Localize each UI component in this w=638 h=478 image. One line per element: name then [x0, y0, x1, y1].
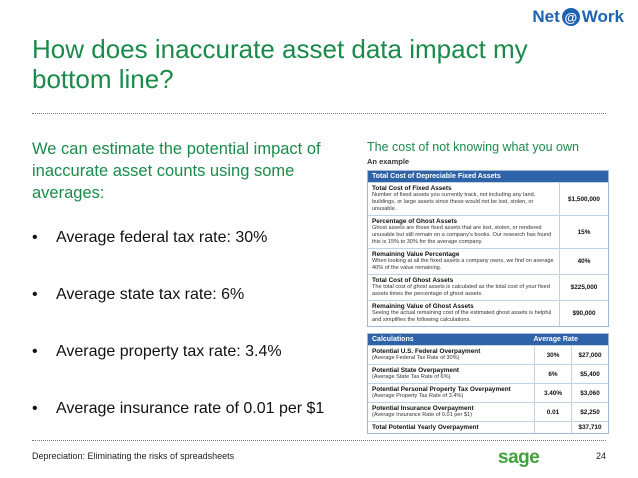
row-text: (Average Federal Tax Rate of 30%) [372, 355, 460, 361]
bullet-text: Average federal tax rate: 30% [56, 229, 268, 246]
row-description: Total Cost of Fixed Assets Number of fixe… [368, 183, 559, 215]
row-value: $3,060 [571, 384, 608, 402]
row-description: Percentage of Ghost Assets Ghost assets a… [368, 216, 559, 248]
panel-subtitle: An example [367, 157, 410, 166]
row-label: Percentage of Ghost Assets [372, 218, 457, 225]
logo-at-icon: @ [561, 8, 580, 26]
fixed-assets-table: Total Cost of Depreciable Fixed Assets T… [367, 170, 609, 327]
row-value: $37,710 [571, 422, 608, 433]
row-label: Total Cost of Fixed Assets [372, 185, 452, 192]
table-row: Potential Insurance Overpayment (Average … [368, 402, 608, 421]
title-divider [32, 113, 606, 114]
table-row: Potential Personal Property Tax Overpaym… [368, 383, 608, 402]
row-rate: 3.40% [534, 384, 571, 402]
row-value: $1,500,000 [559, 183, 608, 215]
logo-text-work: Work [581, 7, 624, 26]
row-description: Potential Insurance Overpayment (Average … [368, 403, 534, 421]
row-label: Total Cost of Ghost Assets [372, 277, 454, 284]
bullet-dot-icon: • [32, 400, 38, 417]
bullet-text: Average insurance rate of 0.01 per $1 [56, 400, 325, 417]
row-value: 40% [559, 249, 608, 274]
table-row: Potential State Overpayment (Average Stat… [368, 364, 608, 383]
row-label: Potential Insurance Overpayment [372, 405, 474, 412]
intro-text: We can estimate the potential impact of … [32, 140, 321, 202]
row-rate [534, 422, 571, 433]
row-label: Potential Personal Property Tax Overpaym… [372, 386, 511, 393]
row-value: $2,250 [571, 403, 608, 421]
logo-text-net: Net [532, 7, 560, 26]
table-row: Total Cost of Ghost Assets The total cost… [368, 274, 608, 300]
row-description: Remaining Value of Ghost Assets Seeing th… [368, 301, 559, 326]
bullet-text: Average property tax rate: 3.4% [56, 343, 282, 360]
row-value: $90,000 [559, 301, 608, 326]
row-text: (Average State Tax Rate of 6%) [372, 374, 451, 380]
table-header-label: Calculations [372, 336, 414, 343]
row-value: $5,400 [571, 365, 608, 383]
bullet-list: • Average federal tax rate: 30% • Average … [32, 228, 362, 456]
row-text: Ghost assets are those fixed assets that… [372, 225, 552, 245]
table-header-rate: Average Rate [533, 336, 579, 343]
row-text: (Average Property Tax Rate of 3.4%) [372, 393, 464, 399]
table-row: Potential U.S. Federal Overpayment (Avera… [368, 345, 608, 364]
row-description: Total Potential Yearly Overpayment [368, 422, 534, 433]
row-text: (Average Insurance Rate of 0.01 per $1) [372, 412, 473, 418]
row-label: Remaining Value Percentage [372, 251, 460, 258]
footer-text: Depreciation: Eliminating the risks of s… [32, 451, 235, 461]
row-label: Potential State Overpayment [372, 367, 460, 374]
row-rate: 30% [534, 346, 571, 364]
table-row: Total Cost of Fixed Assets Number of fixe… [368, 182, 608, 215]
row-description: Total Cost of Ghost Assets The total cost… [368, 275, 559, 300]
row-text: Seeing the actual remaining cost of the … [372, 310, 552, 323]
row-rate: 6% [534, 365, 571, 383]
footer-divider [32, 440, 606, 441]
bullet-text: Average state tax rate: 6% [56, 286, 245, 303]
row-text: When looking at all the fixed assets a c… [372, 258, 554, 271]
panel-title: The cost of not knowing what you own [367, 140, 579, 154]
calculations-table: Calculations Average Rate Potential U.S. … [367, 333, 609, 434]
row-description: Potential State Overpayment (Average Stat… [368, 365, 534, 383]
table-header: Calculations Average Rate [368, 334, 608, 345]
bullet-item: • Average state tax rate: 6% [32, 285, 362, 342]
slide-title: How does inaccurate asset data impact my… [32, 34, 528, 94]
netatwork-logo: Net @ Work [532, 7, 624, 27]
bullet-item: • Average federal tax rate: 30% [32, 228, 362, 285]
row-rate: 0.01 [534, 403, 571, 421]
table-header-label: Total Cost of Depreciable Fixed Assets [372, 173, 501, 180]
bullet-dot-icon: • [32, 229, 38, 246]
table-row: Percentage of Ghost Assets Ghost assets a… [368, 215, 608, 248]
bullet-dot-icon: • [32, 286, 38, 303]
table-row: Remaining Value Percentage When looking a… [368, 248, 608, 274]
row-description: Potential U.S. Federal Overpayment (Avera… [368, 346, 534, 364]
table-row: Remaining Value of Ghost Assets Seeing th… [368, 300, 608, 326]
page-number: 24 [595, 451, 606, 461]
row-label: Potential U.S. Federal Overpayment [372, 348, 481, 355]
table-header: Total Cost of Depreciable Fixed Assets [368, 171, 608, 182]
row-description: Remaining Value Percentage When looking a… [368, 249, 559, 274]
row-value: 15% [559, 216, 608, 248]
row-text: The total cost of ghost assets is calcul… [372, 284, 550, 297]
row-label: Total Potential Yearly Overpayment [372, 424, 479, 431]
table-row: Total Potential Yearly Overpayment $37,7… [368, 421, 608, 433]
row-description: Potential Personal Property Tax Overpaym… [368, 384, 534, 402]
bullet-item: • Average insurance rate of 0.01 per $1 [32, 399, 362, 456]
row-label: Remaining Value of Ghost Assets [372, 303, 474, 310]
row-text: Number of fixed assets you currently tra… [372, 192, 536, 212]
cost-example-panel: The cost of not knowing what you own An … [367, 140, 609, 434]
bullet-item: • Average property tax rate: 3.4% [32, 342, 362, 399]
sage-logo: sage [498, 447, 540, 468]
row-value: $27,000 [571, 346, 608, 364]
row-value: $225,000 [559, 275, 608, 300]
bullet-dot-icon: • [32, 343, 38, 360]
